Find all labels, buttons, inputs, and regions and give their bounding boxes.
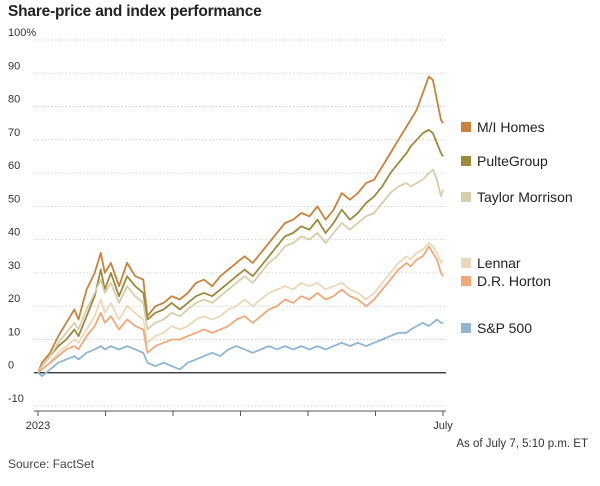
y-tick-label: 30 [8,260,20,272]
legend-label: M/I Homes [477,119,545,135]
legend-label: Lennar [477,255,521,271]
timestamp-note: As of July 7, 5:10 p.m. ET [456,438,588,450]
legend-label: S&P 500 [477,320,532,336]
legend-swatch [461,323,471,333]
series-line-pultegroup [37,128,444,374]
y-tick-label: 90 [8,60,20,72]
legend-swatch [461,156,471,166]
y-tick-label: 20 [8,293,20,305]
series-line-s-p-500 [37,318,443,377]
y-tick-label: 0 [8,360,14,372]
y-tick-label: 80 [8,94,20,106]
series-line-taylor-morrison [37,168,444,374]
y-tick-label: 60 [8,160,20,172]
series-line-m-i-homes [37,75,444,374]
y-tick-label: 100% [8,27,36,39]
legend-label: D.R. Horton [477,273,551,289]
legend-swatch [461,276,471,286]
series-line-lennar [37,242,444,374]
y-tick-label: 50 [8,193,20,205]
legend-swatch [461,122,471,132]
legend-label: Taylor Morrison [477,189,573,205]
y-tick-label: 10 [8,326,20,338]
y-tick-label: 40 [8,227,20,239]
series-line-d-r-horton [37,245,444,374]
y-tick-label: 70 [8,127,20,139]
y-tick-label: -10 [8,393,24,405]
legend-swatch [461,192,471,202]
chart-title: Share-price and index performance [8,3,262,20]
x-tick-label: July [433,420,453,432]
legend-label: PulteGroup [477,153,548,169]
legend-swatch [461,258,471,268]
source-note: Source: FactSet [8,457,95,471]
x-tick-label: 2023 [26,420,50,432]
